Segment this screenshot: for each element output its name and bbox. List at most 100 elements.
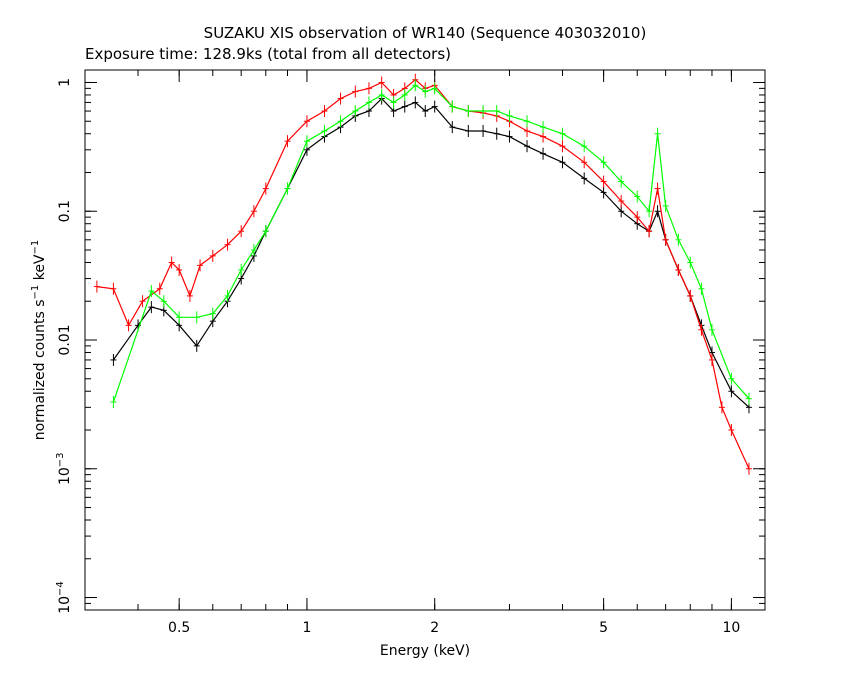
data-point <box>654 127 661 140</box>
data-point <box>352 85 359 98</box>
data-point <box>559 140 566 153</box>
data-point <box>646 205 653 218</box>
y-axis-label-exp2: −1 <box>30 240 41 255</box>
data-point <box>728 424 735 436</box>
data-point <box>337 115 344 128</box>
data-point <box>465 105 472 118</box>
data-point <box>559 127 566 140</box>
data-point <box>524 115 531 128</box>
x-axis-ticks: 0.5 1 2 5 10 <box>84 70 740 636</box>
data-point <box>401 88 408 101</box>
data-point <box>600 186 607 199</box>
data-point <box>110 282 117 295</box>
data-point <box>412 96 419 109</box>
data-point <box>745 392 752 405</box>
data-point <box>250 205 257 218</box>
x-axis-label: Energy (keV) <box>380 643 470 659</box>
data-point <box>618 205 625 218</box>
data-point <box>540 121 547 134</box>
data-point <box>618 175 625 188</box>
x-tick-label: 10 <box>722 620 740 636</box>
data-point <box>698 323 705 336</box>
data-point <box>493 105 500 118</box>
data-point <box>662 199 669 212</box>
data-point <box>581 172 588 185</box>
data-point <box>321 124 328 137</box>
data-point <box>506 109 513 122</box>
data-point <box>365 96 372 109</box>
series-0-line <box>112 97 750 408</box>
data-point <box>193 311 200 324</box>
data-point <box>378 76 385 89</box>
data-point <box>431 100 438 113</box>
data-point <box>176 263 183 276</box>
y-axis-ticks: 1 0.1 0.01 10−3 10−4 <box>55 78 765 614</box>
data-point <box>559 156 566 169</box>
data-point <box>708 323 715 336</box>
data-point <box>600 156 607 169</box>
data-point <box>431 82 438 95</box>
data-point <box>646 225 653 238</box>
y-tick-label: 0.1 <box>57 200 73 222</box>
data-point <box>524 140 531 153</box>
data-point <box>654 182 661 195</box>
y-axis-label-unit: keV <box>32 254 48 285</box>
data-point <box>687 256 694 269</box>
series-layer <box>93 73 752 475</box>
data-point <box>209 249 216 262</box>
data-point <box>168 256 175 269</box>
data-point <box>675 233 682 246</box>
data-point <box>654 205 661 218</box>
data-point <box>160 295 167 308</box>
data-point <box>209 307 216 320</box>
data-point <box>93 280 100 293</box>
y-tick-label: 1 <box>57 78 73 87</box>
x-tick-label: 0.5 <box>168 620 190 636</box>
data-point <box>422 85 429 98</box>
data-point <box>262 182 269 195</box>
data-point <box>698 282 705 295</box>
data-point <box>125 319 132 332</box>
data-point <box>449 100 456 113</box>
data-point <box>412 79 419 92</box>
data-point <box>365 82 372 95</box>
series-1-line <box>96 78 750 470</box>
data-point <box>540 147 547 160</box>
data-point <box>728 372 735 385</box>
chart-subtitle: Exposure time: 128.9ks (total from all d… <box>85 45 451 63</box>
data-point <box>449 121 456 134</box>
data-point <box>262 225 269 238</box>
data-point <box>728 385 735 398</box>
data-point <box>321 105 328 118</box>
data-point <box>390 96 397 109</box>
data-point <box>480 105 487 118</box>
data-point <box>506 130 513 143</box>
data-point <box>224 289 231 302</box>
data-point <box>618 195 625 208</box>
data-point <box>238 225 245 238</box>
data-point <box>745 462 752 475</box>
x-tick-label: 1 <box>302 620 311 636</box>
y-tick-label: 0.01 <box>57 324 73 355</box>
data-point <box>284 182 291 195</box>
data-point <box>480 124 487 137</box>
data-point <box>634 211 641 224</box>
data-point <box>352 105 359 118</box>
y-axis-label-main: normalized counts s <box>32 299 48 440</box>
data-point <box>465 124 472 137</box>
data-point <box>493 127 500 140</box>
data-point <box>581 140 588 153</box>
data-point <box>662 233 669 246</box>
data-point <box>303 115 310 128</box>
data-point <box>139 295 146 308</box>
data-point <box>156 282 163 295</box>
data-point <box>197 259 204 272</box>
data-point <box>600 175 607 188</box>
data-point <box>337 92 344 105</box>
data-point <box>148 301 155 314</box>
data-point <box>193 339 200 352</box>
series-2 <box>110 79 752 408</box>
y-tick-label: 10−4 <box>55 581 73 614</box>
x-tick-label: 5 <box>599 620 608 636</box>
